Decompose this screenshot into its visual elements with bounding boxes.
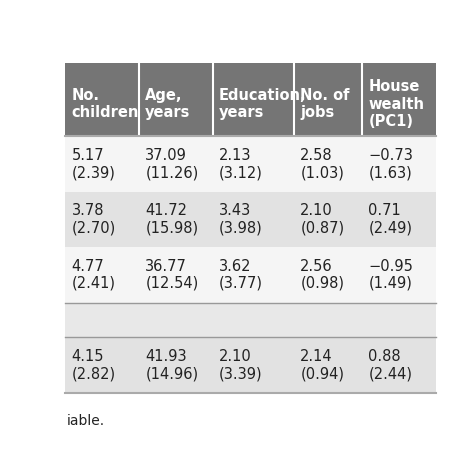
Bar (362, 72, 436, 136)
Text: No. of
jobs: No. of jobs (300, 88, 350, 120)
Bar (65, 337, 436, 392)
Text: 41.72
(15.98): 41.72 (15.98) (145, 203, 199, 236)
Bar (294, 72, 362, 136)
Text: 2.58
(1.03): 2.58 (1.03) (300, 148, 344, 180)
Text: 2.14
(0.94): 2.14 (0.94) (300, 349, 344, 381)
Bar (139, 72, 213, 136)
Bar (65, 302, 436, 337)
Text: 2.56
(0.98): 2.56 (0.98) (300, 259, 344, 291)
Text: −0.95
(1.49): −0.95 (1.49) (368, 259, 413, 291)
Text: 3.78
(2.70): 3.78 (2.70) (72, 203, 116, 236)
Text: 2.13
(3.12): 2.13 (3.12) (219, 148, 263, 180)
Text: 41.93
(14.96): 41.93 (14.96) (145, 349, 199, 381)
Bar (65, 72, 139, 136)
Text: 37.09
(11.26): 37.09 (11.26) (145, 148, 199, 180)
Text: Age,
years: Age, years (145, 88, 191, 120)
Bar (213, 72, 294, 136)
Text: 4.15
(2.82): 4.15 (2.82) (72, 349, 116, 381)
Text: 36.77
(12.54): 36.77 (12.54) (145, 259, 199, 291)
Text: Education,
years: Education, years (219, 88, 307, 120)
Text: No.
children: No. children (72, 88, 139, 120)
Bar (65, 136, 436, 191)
Bar (65, 191, 436, 247)
Text: 0.71
(2.49): 0.71 (2.49) (368, 203, 412, 236)
Text: 5.17
(2.39): 5.17 (2.39) (72, 148, 116, 180)
Text: 2.10
(0.87): 2.10 (0.87) (300, 203, 345, 236)
Text: iable.: iable. (67, 414, 105, 428)
Bar (65, 247, 436, 302)
Text: 3.62
(3.77): 3.62 (3.77) (219, 259, 263, 291)
Text: 2.10
(3.39): 2.10 (3.39) (219, 349, 263, 381)
Text: 3.43
(3.98): 3.43 (3.98) (219, 203, 263, 236)
Bar (65, 63, 436, 72)
Text: House
wealth
(PC1): House wealth (PC1) (368, 79, 425, 129)
Text: −0.73
(1.63): −0.73 (1.63) (368, 148, 413, 180)
Text: 0.88
(2.44): 0.88 (2.44) (368, 349, 412, 381)
Text: 4.77
(2.41): 4.77 (2.41) (72, 259, 116, 291)
